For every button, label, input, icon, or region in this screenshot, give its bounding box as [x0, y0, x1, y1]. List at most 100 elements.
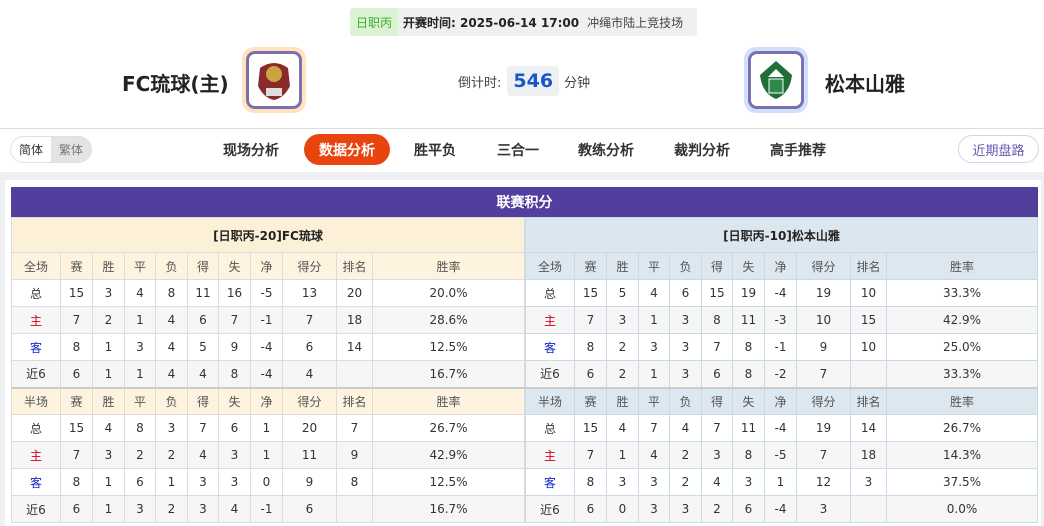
tab-expert-picks[interactable]: 高手推荐 [770, 142, 826, 159]
lang-traditional[interactable]: 繁体 [51, 137, 91, 162]
away-team-name[interactable]: 松本山雅 [825, 72, 905, 96]
cell: 4 [701, 468, 733, 496]
cell: 4 [92, 414, 125, 442]
recent-handicap-button[interactable]: 近期盘路 [958, 135, 1039, 163]
column-header: 半场 [525, 386, 575, 415]
cell: 4 [155, 333, 188, 361]
cell: -5 [764, 441, 797, 469]
cell: 15 [574, 279, 607, 307]
half-header-row: 半场赛胜平负得失净得分 排名 胜率 [525, 386, 1038, 415]
league-badge[interactable]: 日职丙 [350, 8, 399, 36]
row-label: 近6 [11, 360, 61, 388]
column-header: 负 [669, 386, 702, 415]
cell: 3 [92, 279, 125, 307]
cell: 3 [669, 306, 702, 334]
table-row: 主 7 3 2 2 4 3 1 11 9 42.9% [11, 441, 525, 469]
cell: 7 [282, 306, 337, 334]
table-row: 近6 6 1 3 2 3 4 -1 6 16.7% [11, 495, 525, 523]
nav-bar: 简体 繁体 现场分析 数据分析 胜平负 三合一 教练分析 裁判分析 高手推荐 近… [0, 128, 1044, 172]
cell: 7 [218, 306, 251, 334]
tab-three-in-one[interactable]: 三合一 [497, 142, 539, 159]
cell: 6 [124, 468, 156, 496]
column-header: 失 [218, 386, 251, 415]
row-label: 客 [11, 333, 61, 361]
row-label: 主 [525, 441, 575, 469]
table-row: 总 15 4 7 4 7 11 -4 19 14 26.7% [525, 414, 1038, 442]
cell: 15 [850, 306, 887, 334]
tab-win-draw-loss[interactable]: 胜平负 [414, 142, 456, 159]
cell: 16 [218, 279, 251, 307]
row-label: 主 [11, 306, 61, 334]
table-row: 近6 6 1 1 4 4 8 -4 4 16.7% [11, 360, 525, 388]
cell: 42.9% [372, 441, 525, 469]
cell: 15 [574, 414, 607, 442]
table-row: 客 8 1 3 4 5 9 -4 6 14 12.5% [11, 333, 525, 361]
cell: 20.0% [372, 279, 525, 307]
cell [850, 360, 887, 388]
full-header-row: 全场赛胜平负得失净得分 排名 胜率 [11, 252, 525, 280]
column-header: 得分 [796, 386, 851, 415]
home-team-logo[interactable] [242, 47, 306, 113]
cell: 4 [155, 306, 188, 334]
table-row: 客 8 3 3 2 4 3 1 12 3 37.5% [525, 468, 1038, 496]
cell [850, 495, 887, 523]
tab-data-analysis[interactable]: 数据分析 [304, 134, 390, 165]
column-header: 排名 [336, 252, 373, 280]
column-header: 胜 [92, 386, 125, 415]
cell: 37.5% [886, 468, 1038, 496]
cell: 6 [669, 279, 702, 307]
full-header-row: 全场赛胜平负得失净得分 排名 胜率 [525, 252, 1038, 280]
cell: 3 [187, 495, 219, 523]
column-header: 得 [701, 252, 733, 280]
row-label: 客 [525, 333, 575, 361]
cell: 13 [282, 279, 337, 307]
cell: 8 [732, 333, 765, 361]
away-team-logo[interactable] [744, 47, 808, 113]
column-header: 胜率 [372, 386, 525, 415]
column-header: 负 [155, 386, 188, 415]
cell: 9 [282, 468, 337, 496]
cell: 1 [92, 333, 125, 361]
cell: 42.9% [886, 306, 1038, 334]
column-header: 净 [764, 252, 797, 280]
cell: 8 [60, 333, 93, 361]
cell: 6 [701, 360, 733, 388]
cell: 4 [124, 279, 156, 307]
column-header: 胜 [606, 252, 639, 280]
cell: 8 [336, 468, 373, 496]
table-row: 主 7 2 1 4 6 7 -1 7 18 28.6% [11, 306, 525, 334]
cell: 6 [574, 360, 607, 388]
cell: 2 [606, 333, 639, 361]
row-label: 总 [525, 414, 575, 442]
cell: -2 [764, 360, 797, 388]
tab-coach-analysis[interactable]: 教练分析 [578, 142, 634, 159]
cell: -1 [250, 495, 283, 523]
cell [336, 360, 373, 388]
row-label: 客 [11, 468, 61, 496]
row-label: 主 [11, 441, 61, 469]
cell: 15 [60, 279, 93, 307]
tab-referee-analysis[interactable]: 裁判分析 [674, 142, 730, 159]
countdown-value: 546 [507, 66, 560, 96]
cell: 1 [92, 360, 125, 388]
standings-title: 联赛积分 [11, 187, 1038, 217]
cell: 3 [638, 468, 670, 496]
cell: 15 [701, 279, 733, 307]
cell: -4 [764, 414, 797, 442]
cell: 7 [187, 414, 219, 442]
team-standings-header: [日职丙-10]松本山雅 [525, 217, 1038, 253]
column-header: 负 [669, 252, 702, 280]
cell: 0.0% [886, 495, 1038, 523]
cell: 26.7% [886, 414, 1038, 442]
lang-simplified[interactable]: 简体 [18, 143, 43, 157]
shisa-crest-icon [258, 63, 290, 100]
cell: -4 [250, 360, 283, 388]
cell: 3 [218, 441, 251, 469]
tab-live-analysis[interactable]: 现场分析 [223, 142, 279, 159]
column-header: 失 [732, 386, 765, 415]
cell: 8 [701, 306, 733, 334]
column-header: 排名 [850, 252, 887, 280]
column-header: 得 [701, 386, 733, 415]
cell: 3 [187, 468, 219, 496]
home-team-name[interactable]: FC琉球(主) [122, 72, 229, 96]
